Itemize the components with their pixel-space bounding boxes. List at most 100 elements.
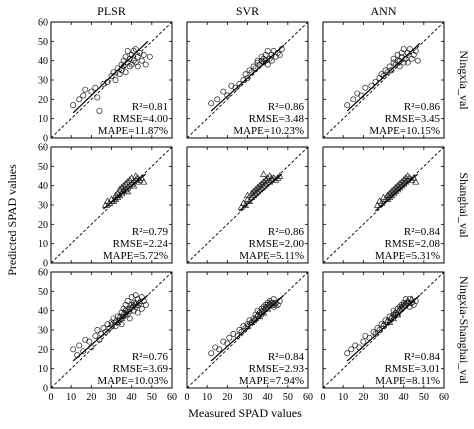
fit-line	[346, 42, 421, 112]
y-tick-label: 0	[43, 384, 48, 395]
panel-frame	[50, 146, 173, 264]
mape-label: MAPE=10.23%	[233, 125, 304, 137]
data-point	[92, 332, 99, 339]
data-point	[216, 346, 223, 353]
r2-label: R²=0.81	[132, 101, 168, 113]
one-to-one-line	[322, 21, 445, 139]
data-point	[102, 328, 109, 335]
row-title-0: Ningxia_val	[457, 50, 471, 110]
x-axis-ticks: 0 10 20 30 40 50 60 0 10 20 30 40 50 60 0 10 20 30 40 50 60	[49, 392, 450, 403]
data-point	[130, 57, 137, 64]
mape-label: MAPE=5.72%	[103, 250, 168, 262]
x-tick-label: 50	[283, 392, 293, 403]
data-point	[372, 330, 379, 337]
one-to-one-line	[186, 21, 309, 139]
data-point-triangle	[134, 301, 142, 308]
y-tick-label: 50	[38, 287, 48, 298]
data-point	[234, 332, 241, 339]
one-to-one-line	[186, 146, 309, 264]
data-point	[410, 174, 418, 181]
data-point	[348, 346, 355, 353]
data-point	[264, 48, 271, 54]
data-point	[226, 334, 233, 341]
data-point	[122, 69, 129, 76]
panel-frame	[50, 271, 173, 389]
data-point	[250, 63, 257, 70]
data-point	[124, 48, 131, 54]
data-point	[130, 48, 137, 54]
r2-label: R²=0.84	[404, 226, 441, 238]
data-point	[260, 181, 268, 189]
y-tick-label: 60	[38, 268, 48, 279]
y-axis-label: Predicted SPAD values	[5, 164, 19, 276]
r2-label: R²=0.86	[268, 101, 305, 113]
x-tick-label: 40	[263, 392, 273, 403]
data-point	[120, 181, 128, 189]
data-point	[94, 327, 101, 333]
rmse-label: RMSE=3.48	[249, 113, 305, 125]
y-tick-label: 60	[38, 143, 48, 154]
x-tick-label: 30	[243, 392, 253, 403]
one-to-one-line	[186, 271, 309, 389]
data-point	[126, 315, 133, 322]
x-tick-label: 20	[358, 392, 368, 403]
data-point	[374, 325, 381, 332]
r2-label: R²=0.86	[268, 226, 305, 238]
data-point	[268, 57, 275, 64]
data-point	[370, 328, 377, 335]
y-tick-label: 0	[43, 134, 48, 145]
rmse-label: RMSE=2.24	[113, 238, 169, 250]
x-tick-label: 30	[107, 392, 117, 403]
mape-label: MAPE=5.31%	[375, 250, 440, 262]
panel-frame	[322, 146, 445, 264]
data-point	[92, 84, 99, 91]
data-point	[264, 61, 271, 68]
data-point	[140, 51, 147, 58]
x-tick-label: 0	[49, 392, 54, 403]
data-point	[412, 178, 420, 185]
x-tick-label: 0	[185, 392, 190, 403]
data-point	[396, 63, 403, 70]
mape-label: MAPE=10.15%	[369, 125, 440, 137]
x-tick-label: 50	[147, 392, 157, 403]
data-point	[220, 88, 227, 95]
y-tick-label: 0	[43, 259, 48, 270]
r2-label: R²=0.86	[404, 101, 441, 113]
data-point	[140, 178, 148, 185]
y-tick-label: 50	[38, 37, 48, 48]
data-point	[115, 185, 124, 193]
panel-frame	[322, 21, 445, 139]
data-point	[94, 94, 101, 101]
mape-label: MAPE=5.11%	[239, 250, 304, 262]
data-point	[344, 350, 351, 357]
row-titles: Ningxia_val Shanghai_val Ningxia-Shanghai_…	[457, 50, 471, 384]
data-point	[253, 187, 262, 195]
data-point	[414, 57, 421, 64]
data-point-triangle	[396, 305, 404, 312]
x-tick-label: 60	[439, 392, 449, 403]
x-tick-label: 10	[338, 392, 348, 403]
panel-frame	[186, 21, 309, 139]
data-point	[86, 338, 93, 345]
data-point	[344, 102, 351, 109]
one-to-one-line	[322, 146, 445, 264]
data-point-triangle	[122, 310, 130, 318]
y-tick-label: 10	[38, 239, 48, 250]
data-point	[124, 187, 132, 195]
x-axis-label: Measured SPAD values	[188, 406, 302, 420]
y-tick-label: 20	[38, 95, 48, 106]
y-tick-label: 40	[38, 181, 48, 192]
fit-line	[210, 294, 285, 362]
rmse-label: RMSE=3.45	[385, 113, 441, 125]
data-point	[262, 301, 269, 308]
rmse-label: RMSE=3.69	[113, 363, 169, 375]
data-point	[109, 197, 118, 204]
data-point	[362, 84, 369, 91]
data-point	[88, 88, 95, 95]
column-title-plsr: PLSR	[97, 4, 126, 18]
y-tick-label: 20	[38, 220, 48, 231]
